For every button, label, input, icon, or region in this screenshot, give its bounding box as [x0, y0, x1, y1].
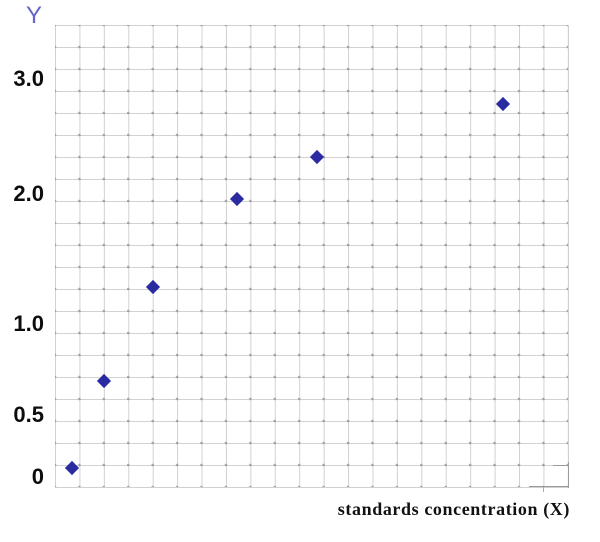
plot-area — [55, 25, 569, 488]
axis-corner-mark — [553, 465, 569, 466]
y-tick-label: 2.0 — [13, 181, 44, 206]
axis-corner-mark — [568, 462, 569, 488]
y-tick-label: 0 — [31, 464, 44, 489]
axis-corner-mark — [529, 486, 569, 487]
y-axis-title: Y — [26, 2, 43, 29]
y-tick-label: 3.0 — [13, 66, 44, 91]
axis-corner-mark — [543, 487, 544, 492]
y-tick-label: 0.5 — [13, 402, 44, 427]
x-axis-title: standards concentration (X) — [337, 499, 570, 519]
y-tick-label: 1.0 — [13, 311, 44, 336]
